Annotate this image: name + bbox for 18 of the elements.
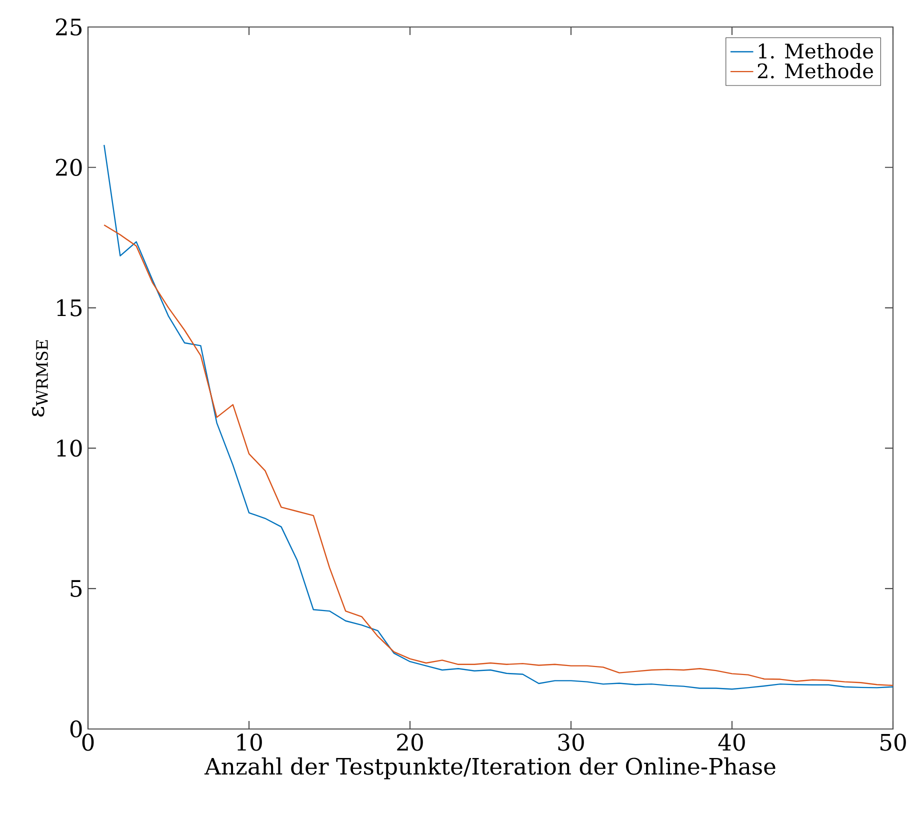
line-series	[104, 144, 893, 690]
x-axis-title: Anzahl der Testpunkte/Iteration der Online-Phase	[204, 757, 776, 780]
y-tick-label: 5	[70, 580, 82, 597]
legend-label: 2. Methode	[758, 63, 873, 78]
x-tick-label: 30	[558, 734, 584, 751]
y-tick-label: 20	[56, 158, 82, 176]
y-tick-label: 0	[70, 720, 82, 738]
y-axis-title: ε$_{WRMSE}$	[32, 340, 48, 417]
legend-label: 1. Methode	[758, 43, 873, 59]
x-tick-label: 0	[82, 734, 94, 751]
y-tick-label: 10	[57, 440, 82, 457]
x-tick-label: 40	[718, 734, 745, 751]
y-tick-label: 15	[57, 299, 82, 316]
x-tick-label: 20	[397, 734, 423, 751]
x-tick-label: 10	[237, 734, 262, 751]
x-tick-label: 50	[880, 734, 906, 751]
line-series	[104, 224, 893, 686]
y-tick-label: 25	[56, 18, 82, 36]
